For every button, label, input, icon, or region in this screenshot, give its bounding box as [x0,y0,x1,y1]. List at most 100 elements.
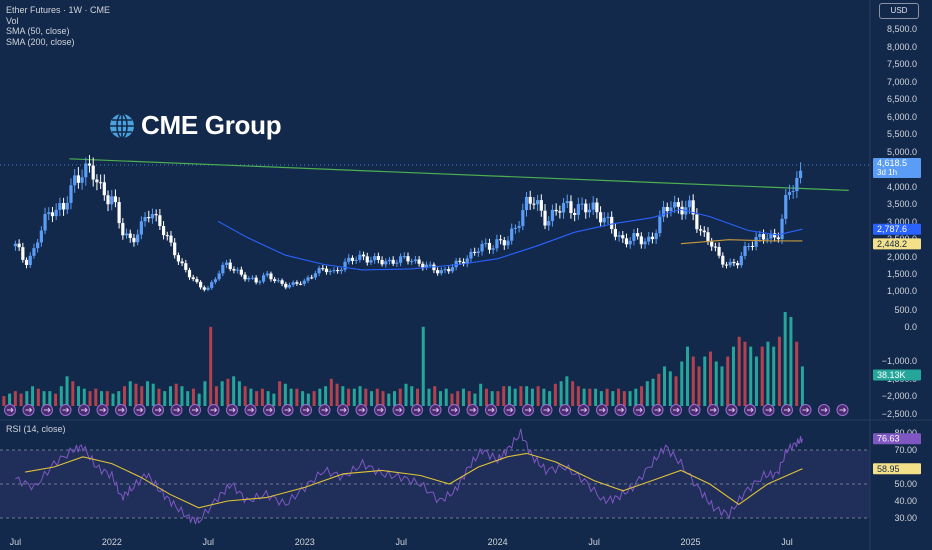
event-marker [41,404,53,416]
candle-body [736,263,740,266]
candle-body [250,277,255,279]
volume-bar [680,361,684,406]
volume-tick-label: −1,000.0 [882,356,917,366]
arrow-right-icon [229,407,236,413]
volume-bar [347,388,351,406]
volume-bar [13,391,17,406]
candle-body [376,256,380,260]
volume-bar [628,391,632,406]
candle-body [565,201,569,204]
volume-bar [714,361,718,406]
candle-body [321,268,325,270]
last-price-badge-bg [873,157,921,178]
volume-bar [289,388,293,406]
candle-body [102,182,106,196]
event-marker [411,404,423,416]
sma50-legend[interactable]: SMA (50, close) [6,26,70,36]
symbol-title[interactable]: Ether Futures · 1W · CME [6,5,111,15]
candle-body [661,206,666,217]
candle-body [647,236,651,242]
volume-bar [622,391,626,406]
x-tick-label: Jul [781,537,793,547]
candle-body [587,209,592,213]
sma200-badge: 2,448.2 [877,239,907,249]
arrow-right-icon [321,407,329,413]
candle-body [173,242,177,256]
rsi-tick-label: 50.00 [894,479,917,489]
volume-bar [255,391,259,406]
currency-button[interactable]: USD [879,3,919,19]
candle-body [32,248,36,256]
candle-body [247,278,251,280]
volume-bar [686,346,690,406]
volume-bar [640,386,644,406]
candle-body [584,203,588,213]
volume-bar [341,386,345,406]
candle-body [99,182,103,184]
event-marker [670,404,682,416]
x-tick-label: 2023 [295,537,315,547]
volume-bar [381,391,385,406]
volume-bar [731,346,735,406]
volume-bar [433,386,437,406]
event-marker [115,404,127,416]
chart-legend: Ether Futures · 1W · CME Vol SMA (50, cl… [6,5,110,47]
candle-body [539,200,543,211]
candle-body [521,210,525,227]
candle-body [665,206,669,212]
candle-body [317,268,321,274]
volume-bar [237,381,241,406]
candle-body [417,259,421,264]
vol-legend[interactable]: Vol [6,15,19,26]
rsi-legend[interactable]: RSI (14, close) [6,424,66,434]
volume-bar [301,391,305,406]
event-marker [707,404,719,416]
volume-bar [777,336,781,406]
rsi-tick-label: 80.00 [894,428,917,438]
arrow-right-icon [469,407,477,413]
candle-body [132,237,136,243]
candle-body [217,273,221,280]
volume-bar [410,386,414,406]
arrow-right-icon [210,407,218,413]
volume-bar [749,346,753,406]
event-marker [374,404,386,416]
volume-bar [191,388,195,406]
arrow-right-icon [358,407,366,413]
event-marker [781,404,793,416]
volume-bar [306,393,310,406]
candle-body [128,233,132,238]
volume-bar [754,356,758,406]
candle-body [276,280,280,282]
candle-body [158,215,162,227]
candle-body [524,196,529,211]
event-marker [207,404,220,416]
price-tick-label: 5,000.0 [887,147,917,157]
candle-body [413,259,418,262]
volume-bar [151,383,155,406]
price-tick-label: 3,000.0 [887,217,917,227]
arrow-right-icon [765,407,773,413]
event-marker [244,404,257,416]
x-tick-label: Jul [10,537,22,547]
candle-body [447,269,451,272]
candle-body [669,207,673,212]
candle-body [91,165,95,180]
volume-bar [226,378,230,406]
event-marker [78,404,90,416]
volume-bar [674,376,678,406]
volume-bar [36,388,40,406]
candle-body [121,223,125,236]
candle-body [787,192,792,196]
rsi-badge: 76.63 [877,434,900,444]
rsi-line [15,428,803,525]
candle-body [161,226,166,236]
candle-body [658,216,662,234]
volume-bar [726,356,730,406]
candle-body [739,255,743,266]
candle-body [680,206,684,215]
sma200-legend[interactable]: SMA (200, close) [6,36,75,47]
volume-bar [502,386,506,406]
